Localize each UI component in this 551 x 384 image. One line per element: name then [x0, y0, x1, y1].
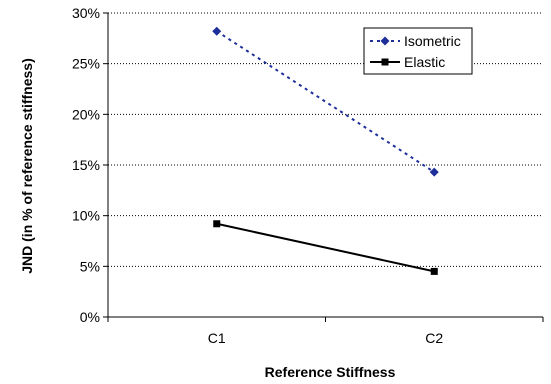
legend-label-isometric: Isometric: [404, 33, 461, 49]
y-tick-labels: 0% 5% 10% 15% 20% 25% 30%: [72, 5, 100, 325]
data-point-isometric: [429, 167, 439, 177]
series-line-isometric: [216, 30, 435, 173]
series-isometric: [212, 26, 439, 177]
series-elastic: [213, 220, 438, 275]
data-point-elastic: [213, 220, 221, 228]
y-axis-title: JND (in % of reference stiffness): [19, 58, 35, 274]
x-tick-labels: C1 C2: [208, 330, 444, 346]
y-tick-label: 30%: [72, 5, 100, 21]
data-series: [212, 26, 439, 275]
y-tick-label: 10%: [72, 208, 100, 224]
y-tick-label: 20%: [72, 106, 100, 122]
y-tick-label: 15%: [72, 157, 100, 173]
data-point-elastic: [430, 267, 438, 275]
legend-marker-elastic: [381, 58, 389, 66]
y-tick-label: 25%: [72, 56, 100, 72]
x-tick-label: C1: [208, 330, 226, 346]
data-point-isometric: [212, 26, 222, 36]
axes: [103, 12, 544, 322]
y-tick-label: 0%: [80, 309, 100, 325]
y-tick-label: 5%: [80, 258, 100, 274]
x-tick-label: C2: [425, 330, 443, 346]
legend-box: [363, 27, 473, 75]
series-line-elastic: [216, 222, 435, 273]
legend-label-elastic: Elastic: [404, 54, 445, 70]
legend: Isometric Elastic: [363, 27, 473, 75]
gridlines: [108, 12, 543, 267]
x-axis-title: Reference Stiffness: [265, 364, 396, 380]
legend-marker-isometric: [380, 36, 390, 46]
